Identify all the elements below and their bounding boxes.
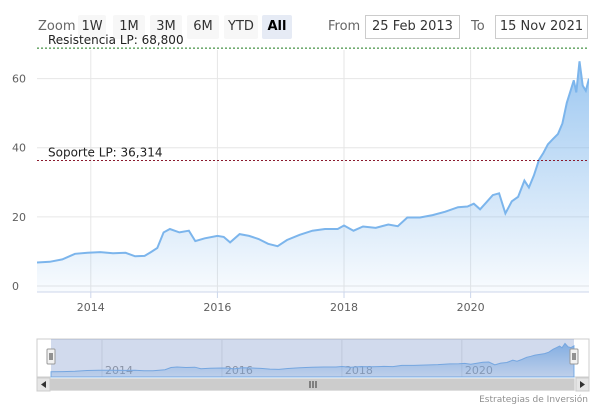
plot-lines-layer: Resistencia LP: 68,800 Soporte LP: 36,314	[37, 33, 589, 161]
y-tick-label: 20	[12, 211, 26, 224]
y-tick-label: 60	[12, 73, 26, 86]
axes-layer: 0 20 40 60 2014 2016 2018 2020	[12, 73, 589, 314]
navigator-series	[50, 342, 575, 378]
y-tick-label: 0	[12, 280, 19, 293]
zoom-label: Zoom	[38, 19, 76, 34]
scroll-right-icon	[580, 381, 585, 388]
x-tick-label: 2014	[77, 301, 105, 314]
navigator-handle-left[interactable]	[46, 348, 56, 365]
zoom-ytd-button[interactable]: YTD	[224, 15, 258, 39]
zoom-all-button[interactable]: All	[262, 15, 292, 39]
series-area-layer	[37, 61, 589, 292]
range-selector-toolbar: Zoom 1W 1M 3M 6M YTD All From 25 Feb 201…	[0, 0, 603, 50]
to-date-input[interactable]: 15 Nov 2021	[495, 15, 588, 39]
series-line	[37, 61, 589, 264]
from-label: From	[328, 19, 361, 34]
credits-text: Estrategias de Inversión	[479, 395, 588, 405]
zoom-6m-button[interactable]: 6M	[187, 15, 219, 39]
zoom-3m-button[interactable]: 3M	[150, 15, 182, 39]
scroll-left-icon	[41, 381, 46, 388]
y-tick-label: 40	[12, 142, 26, 155]
series-area-fill	[37, 61, 589, 292]
support-line-label: Soporte LP: 36,314	[48, 145, 163, 159]
x-tick-label: 2016	[203, 301, 231, 314]
navigator-handle-right[interactable]	[569, 348, 579, 365]
from-date-input[interactable]: 25 Feb 2013	[365, 15, 460, 39]
x-tick-label: 2020	[457, 301, 485, 314]
resistance-line-label: Resistencia LP: 68,800	[48, 33, 184, 47]
zoom-1w-button[interactable]: 1W	[78, 15, 106, 39]
navigator-mask	[51, 339, 574, 377]
zoom-1m-button[interactable]: 1M	[113, 15, 145, 39]
to-label: To	[471, 19, 485, 34]
x-tick-label: 2018	[330, 301, 358, 314]
